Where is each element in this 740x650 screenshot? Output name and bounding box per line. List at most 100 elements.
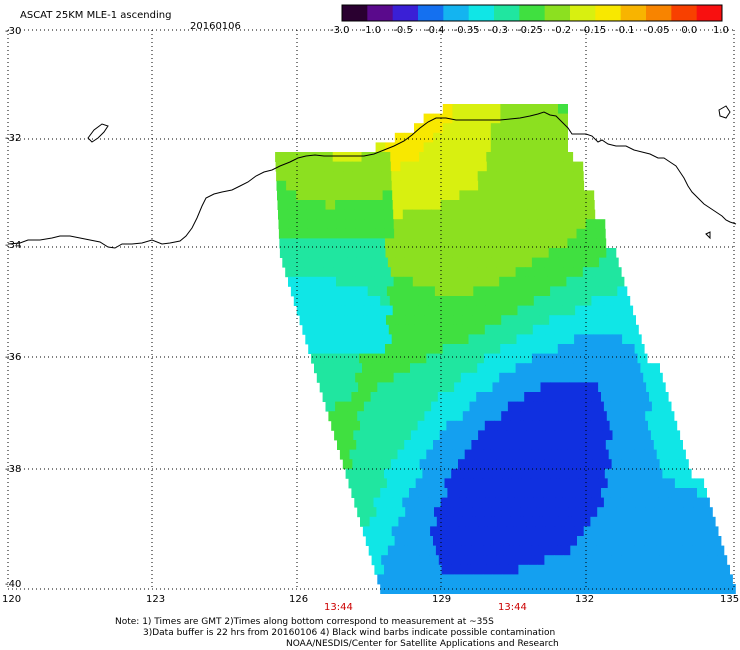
wind-cell	[469, 401, 480, 412]
wind-cell	[398, 516, 409, 527]
wind-cell	[394, 238, 405, 249]
wind-cell	[437, 392, 448, 402]
wind-cell	[487, 180, 498, 191]
wind-cell	[384, 219, 395, 230]
wind-cell	[399, 488, 410, 498]
wind-cell	[461, 238, 472, 249]
wind-cell	[423, 238, 434, 249]
wind-cell	[434, 507, 444, 518]
coastline	[7, 105, 737, 249]
wind-cell	[428, 584, 439, 594]
wind-cell	[614, 372, 625, 383]
wind-cell	[373, 200, 384, 210]
wind-cell	[348, 478, 359, 489]
wind-cell	[698, 526, 709, 537]
wind-cell	[423, 123, 434, 134]
wind-cell	[650, 363, 660, 374]
wind-cell	[530, 382, 541, 393]
wind-cell	[438, 152, 449, 162]
wind-cell	[497, 190, 508, 201]
wind-cell	[321, 324, 332, 335]
wind-cell	[454, 382, 465, 393]
wind-cell	[497, 430, 508, 441]
wind-cell	[498, 200, 509, 210]
wind-cell	[551, 449, 562, 460]
wind-cell	[528, 564, 538, 575]
wind-cell	[585, 372, 596, 383]
wind-cell	[662, 564, 673, 575]
wind-cell	[534, 267, 545, 278]
wind-cell	[592, 363, 603, 374]
wind-cell	[620, 488, 631, 498]
wind-cell	[372, 171, 383, 182]
wind-cell	[454, 574, 465, 585]
wind-cell	[631, 430, 642, 441]
wind-cell	[438, 267, 449, 278]
wind-cell	[455, 545, 466, 556]
wind-cell	[470, 372, 481, 383]
wind-cell	[335, 209, 346, 220]
wind-cell	[587, 315, 598, 326]
lon-label: 120	[2, 594, 22, 605]
wind-cell	[482, 382, 493, 393]
wind-cell	[543, 152, 554, 162]
wind-cell	[419, 555, 430, 566]
wind-cell	[302, 324, 313, 335]
wind-cell	[455, 257, 466, 268]
wind-cell	[401, 526, 412, 537]
wind-cell	[500, 142, 511, 153]
wind-cell	[692, 536, 703, 546]
wind-cell	[498, 497, 509, 508]
wind-cell	[535, 430, 546, 441]
wind-cell	[374, 228, 385, 239]
wind-cell	[479, 497, 490, 508]
wind-cell	[509, 440, 520, 450]
wind-cell	[489, 564, 500, 575]
wind-cell	[451, 564, 462, 575]
wind-cell	[483, 257, 494, 268]
wind-cell	[574, 180, 585, 191]
wind-cell	[406, 286, 417, 297]
wind-cell	[386, 478, 397, 489]
wind-cell	[640, 459, 651, 470]
wind-cell	[642, 401, 653, 412]
wind-cell	[501, 507, 512, 518]
wind-cell	[535, 526, 546, 537]
wind-cell	[672, 564, 682, 575]
wind-cell	[580, 324, 591, 335]
wind-cell	[547, 219, 558, 230]
wind-cell	[415, 478, 426, 489]
wind-cell	[509, 228, 520, 239]
wind-cell	[585, 219, 596, 230]
wind-cell	[524, 392, 535, 402]
wind-cell	[356, 238, 367, 249]
wind-cell	[345, 468, 356, 479]
wind-cell	[355, 468, 366, 479]
wind-cell	[452, 440, 463, 450]
wind-cell	[584, 401, 595, 412]
wind-cell	[616, 315, 627, 326]
wind-cell	[663, 536, 674, 546]
wind-cell	[578, 315, 588, 326]
wind-cell	[286, 180, 297, 191]
wind-cell	[432, 276, 442, 287]
wind-cell	[460, 372, 471, 383]
wind-cell	[416, 353, 427, 364]
wind-cell	[642, 497, 653, 508]
wind-cell	[374, 468, 385, 479]
wind-cell	[276, 171, 287, 182]
wind-cell	[481, 113, 492, 124]
wind-cell	[414, 142, 424, 153]
wind-cell	[492, 478, 503, 489]
wind-cell	[569, 286, 580, 297]
wind-cell	[450, 497, 461, 508]
color-scale-tick-label: -0.15	[580, 25, 607, 36]
wind-cell	[505, 392, 515, 402]
wind-cell	[412, 276, 423, 287]
product-title: ASCAT 25KM MLE-1 ascending	[20, 10, 172, 21]
wind-cell	[603, 401, 614, 412]
wind-cell	[538, 344, 549, 354]
wind-cell	[561, 324, 572, 335]
lat-label: -32	[5, 133, 22, 144]
wind-cell	[454, 286, 465, 297]
